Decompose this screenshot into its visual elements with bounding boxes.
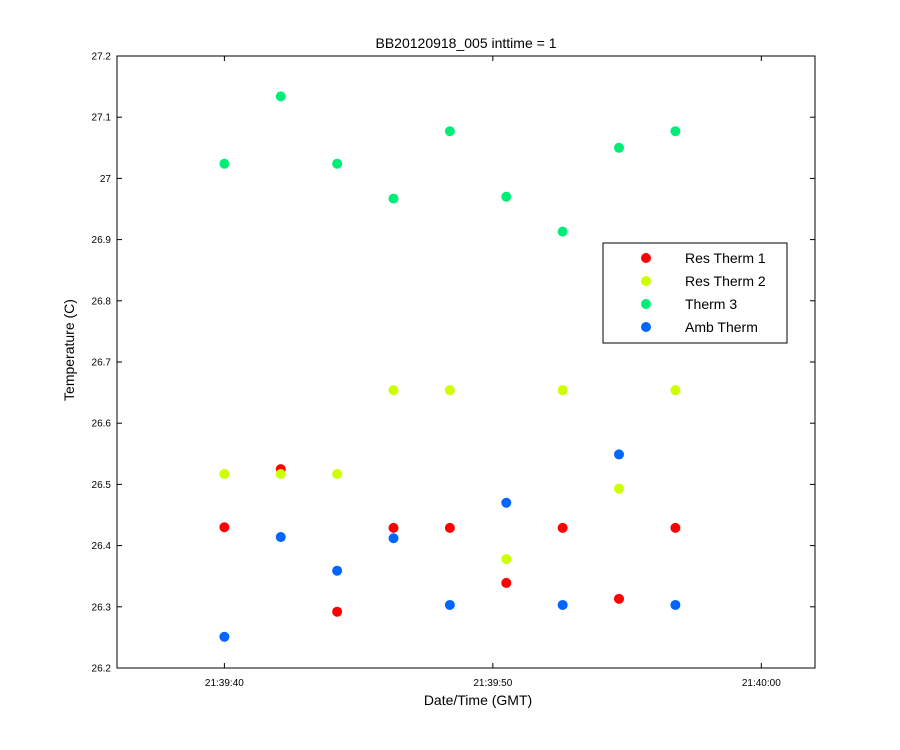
point-amb-therm (501, 497, 512, 508)
point-res-therm-2 (219, 468, 230, 479)
y-tick-label: 26.2 (92, 664, 112, 675)
legend-label-amb-therm: Amb Therm (685, 319, 758, 335)
point-res-therm-1 (332, 606, 343, 617)
chart-title: BB20120918_005 inttime = 1 (376, 35, 557, 51)
point-therm-3 (670, 126, 681, 137)
point-amb-therm (219, 631, 230, 642)
point-therm-3 (614, 142, 625, 153)
legend-marker-res-therm-1 (641, 253, 651, 263)
point-res-therm-1 (444, 522, 455, 533)
point-amb-therm (332, 565, 343, 576)
x-tick-label: 21:39:50 (473, 678, 512, 689)
y-tick-label: 26.3 (92, 602, 112, 613)
legend-label-therm-3: Therm 3 (685, 296, 737, 312)
point-res-therm-2 (444, 385, 455, 396)
y-tick-label: 26.9 (92, 235, 112, 246)
y-axis-label: Temperature (C) (61, 299, 77, 401)
y-tick-label: 26.5 (92, 480, 112, 491)
point-therm-3 (501, 191, 512, 202)
point-amb-therm (614, 449, 625, 460)
y-tick-label: 26.8 (92, 296, 112, 307)
x-tick-label: 21:40:00 (742, 678, 781, 689)
x-tick-label: 21:39:40 (205, 678, 244, 689)
point-therm-3 (557, 226, 568, 237)
legend-box (602, 242, 788, 344)
point-therm-3 (275, 91, 286, 102)
point-therm-3 (388, 193, 399, 204)
legend-label-res-therm-1: Res Therm 1 (685, 250, 766, 266)
legend-marker-res-therm-2 (641, 276, 651, 286)
legend-label-res-therm-2: Res Therm 2 (685, 273, 766, 289)
y-tick-label: 27.1 (92, 113, 112, 124)
legend-marker-amb-therm (641, 322, 651, 332)
point-res-therm-2 (332, 468, 343, 479)
point-therm-3 (444, 126, 455, 137)
point-res-therm-2 (614, 483, 625, 494)
point-res-therm-2 (557, 385, 568, 396)
point-therm-3 (219, 158, 230, 169)
point-res-therm-1 (557, 522, 568, 533)
legend: Res Therm 1 Res Therm 2 Therm 3 Amb Therm (602, 242, 788, 344)
point-res-therm-2 (388, 385, 399, 396)
axis-ticks: 26.2 26.3 26.4 26.5 26.6 26.7 26.8 26.9 27 27.1 27… (92, 52, 815, 689)
point-res-therm-1 (670, 522, 681, 533)
point-res-therm-2 (275, 468, 286, 479)
point-therm-3 (332, 158, 343, 169)
point-res-therm-1 (614, 593, 625, 604)
point-res-therm-1 (219, 522, 230, 533)
y-tick-label: 27 (100, 174, 112, 185)
point-res-therm-1 (501, 577, 512, 588)
legend-marker-therm-3 (641, 299, 651, 309)
y-tick-label: 26.6 (92, 419, 112, 430)
point-amb-therm (670, 599, 681, 610)
point-res-therm-2 (501, 554, 512, 565)
data-points (219, 91, 681, 642)
y-tick-label: 27.2 (92, 52, 112, 63)
point-amb-therm (275, 532, 286, 543)
point-amb-therm (444, 599, 455, 610)
point-amb-therm (557, 599, 568, 610)
x-axis-label: Date/Time (GMT) (424, 692, 532, 708)
point-amb-therm (388, 533, 399, 544)
plot-area (116, 55, 816, 669)
point-res-therm-2 (670, 385, 681, 396)
y-tick-label: 26.7 (92, 358, 112, 369)
point-res-therm-1 (388, 522, 399, 533)
y-tick-label: 26.4 (92, 541, 112, 552)
